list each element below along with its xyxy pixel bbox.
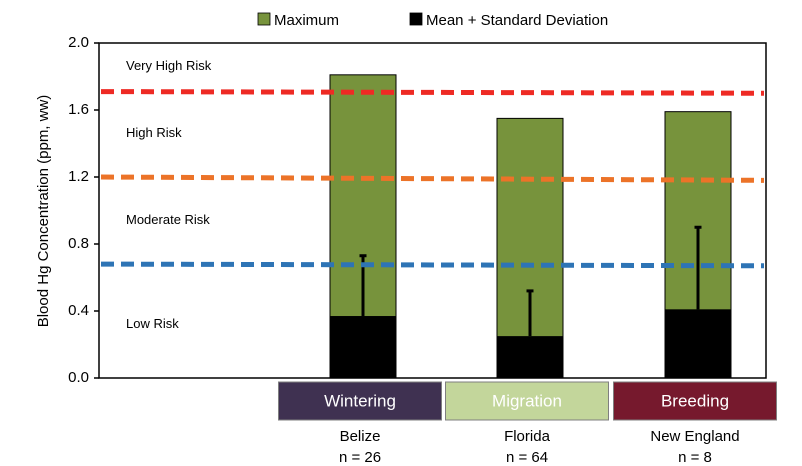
season-box-0 — [278, 381, 442, 421]
x-axis: Wintering Belize n = 26 Migration Florida n =… — [278, 381, 777, 466]
bar-mean-2 — [665, 309, 731, 378]
y-tick-label-1: 0.4 — [68, 302, 89, 319]
legend-swatch-1 — [409, 12, 423, 26]
location-label-1: Florida — [504, 428, 551, 445]
legend-label-1: Mean + Standard Deviation — [426, 12, 608, 29]
season-label-0: Wintering — [324, 391, 396, 410]
legend-label-0: Maximum — [274, 12, 339, 29]
risk-label-3: Low Risk — [126, 316, 179, 331]
season-box-1 — [445, 381, 609, 421]
location-label-0: Belize — [340, 428, 381, 445]
y-axis: 0.0 0.4 0.8 1.2 1.6 2.0 — [68, 34, 99, 386]
risk-label-0: Very High Risk — [126, 58, 212, 73]
y-tick-label-5: 2.0 — [68, 34, 89, 51]
plot-area: Very High Risk High Risk Moderate Risk Low … — [98, 42, 767, 379]
y-tick-label-3: 1.2 — [68, 168, 89, 185]
risk-label-2: Moderate Risk — [126, 212, 210, 227]
threshold-line-0 — [100, 89, 765, 96]
legend-swatch-0 — [257, 12, 271, 26]
season-label-2: Breeding — [661, 391, 729, 410]
sample-size-label-2: n = 8 — [678, 449, 712, 466]
bar-mean-0 — [330, 316, 396, 378]
sample-size-label-1: n = 64 — [506, 449, 548, 466]
risk-label-1: High Risk — [126, 125, 182, 140]
y-tick-label-2: 0.8 — [68, 235, 89, 252]
y-axis-label: Blood Hg Concentration (ppm, ww) — [35, 95, 52, 328]
threshold-line-1 — [100, 174, 765, 183]
plot-frame — [98, 42, 767, 379]
sample-size-label-0: n = 26 — [339, 449, 381, 466]
legend: Maximum Mean + Standard Deviation — [257, 12, 608, 29]
season-label-1: Migration — [492, 391, 562, 410]
y-tick-label-0: 0.0 — [68, 369, 89, 386]
y-tick-label-4: 1.6 — [68, 101, 89, 118]
season-box-2 — [613, 381, 777, 421]
threshold-line-2 — [100, 261, 765, 269]
location-label-2: New England — [650, 428, 739, 445]
bar-mean-1 — [497, 336, 563, 378]
